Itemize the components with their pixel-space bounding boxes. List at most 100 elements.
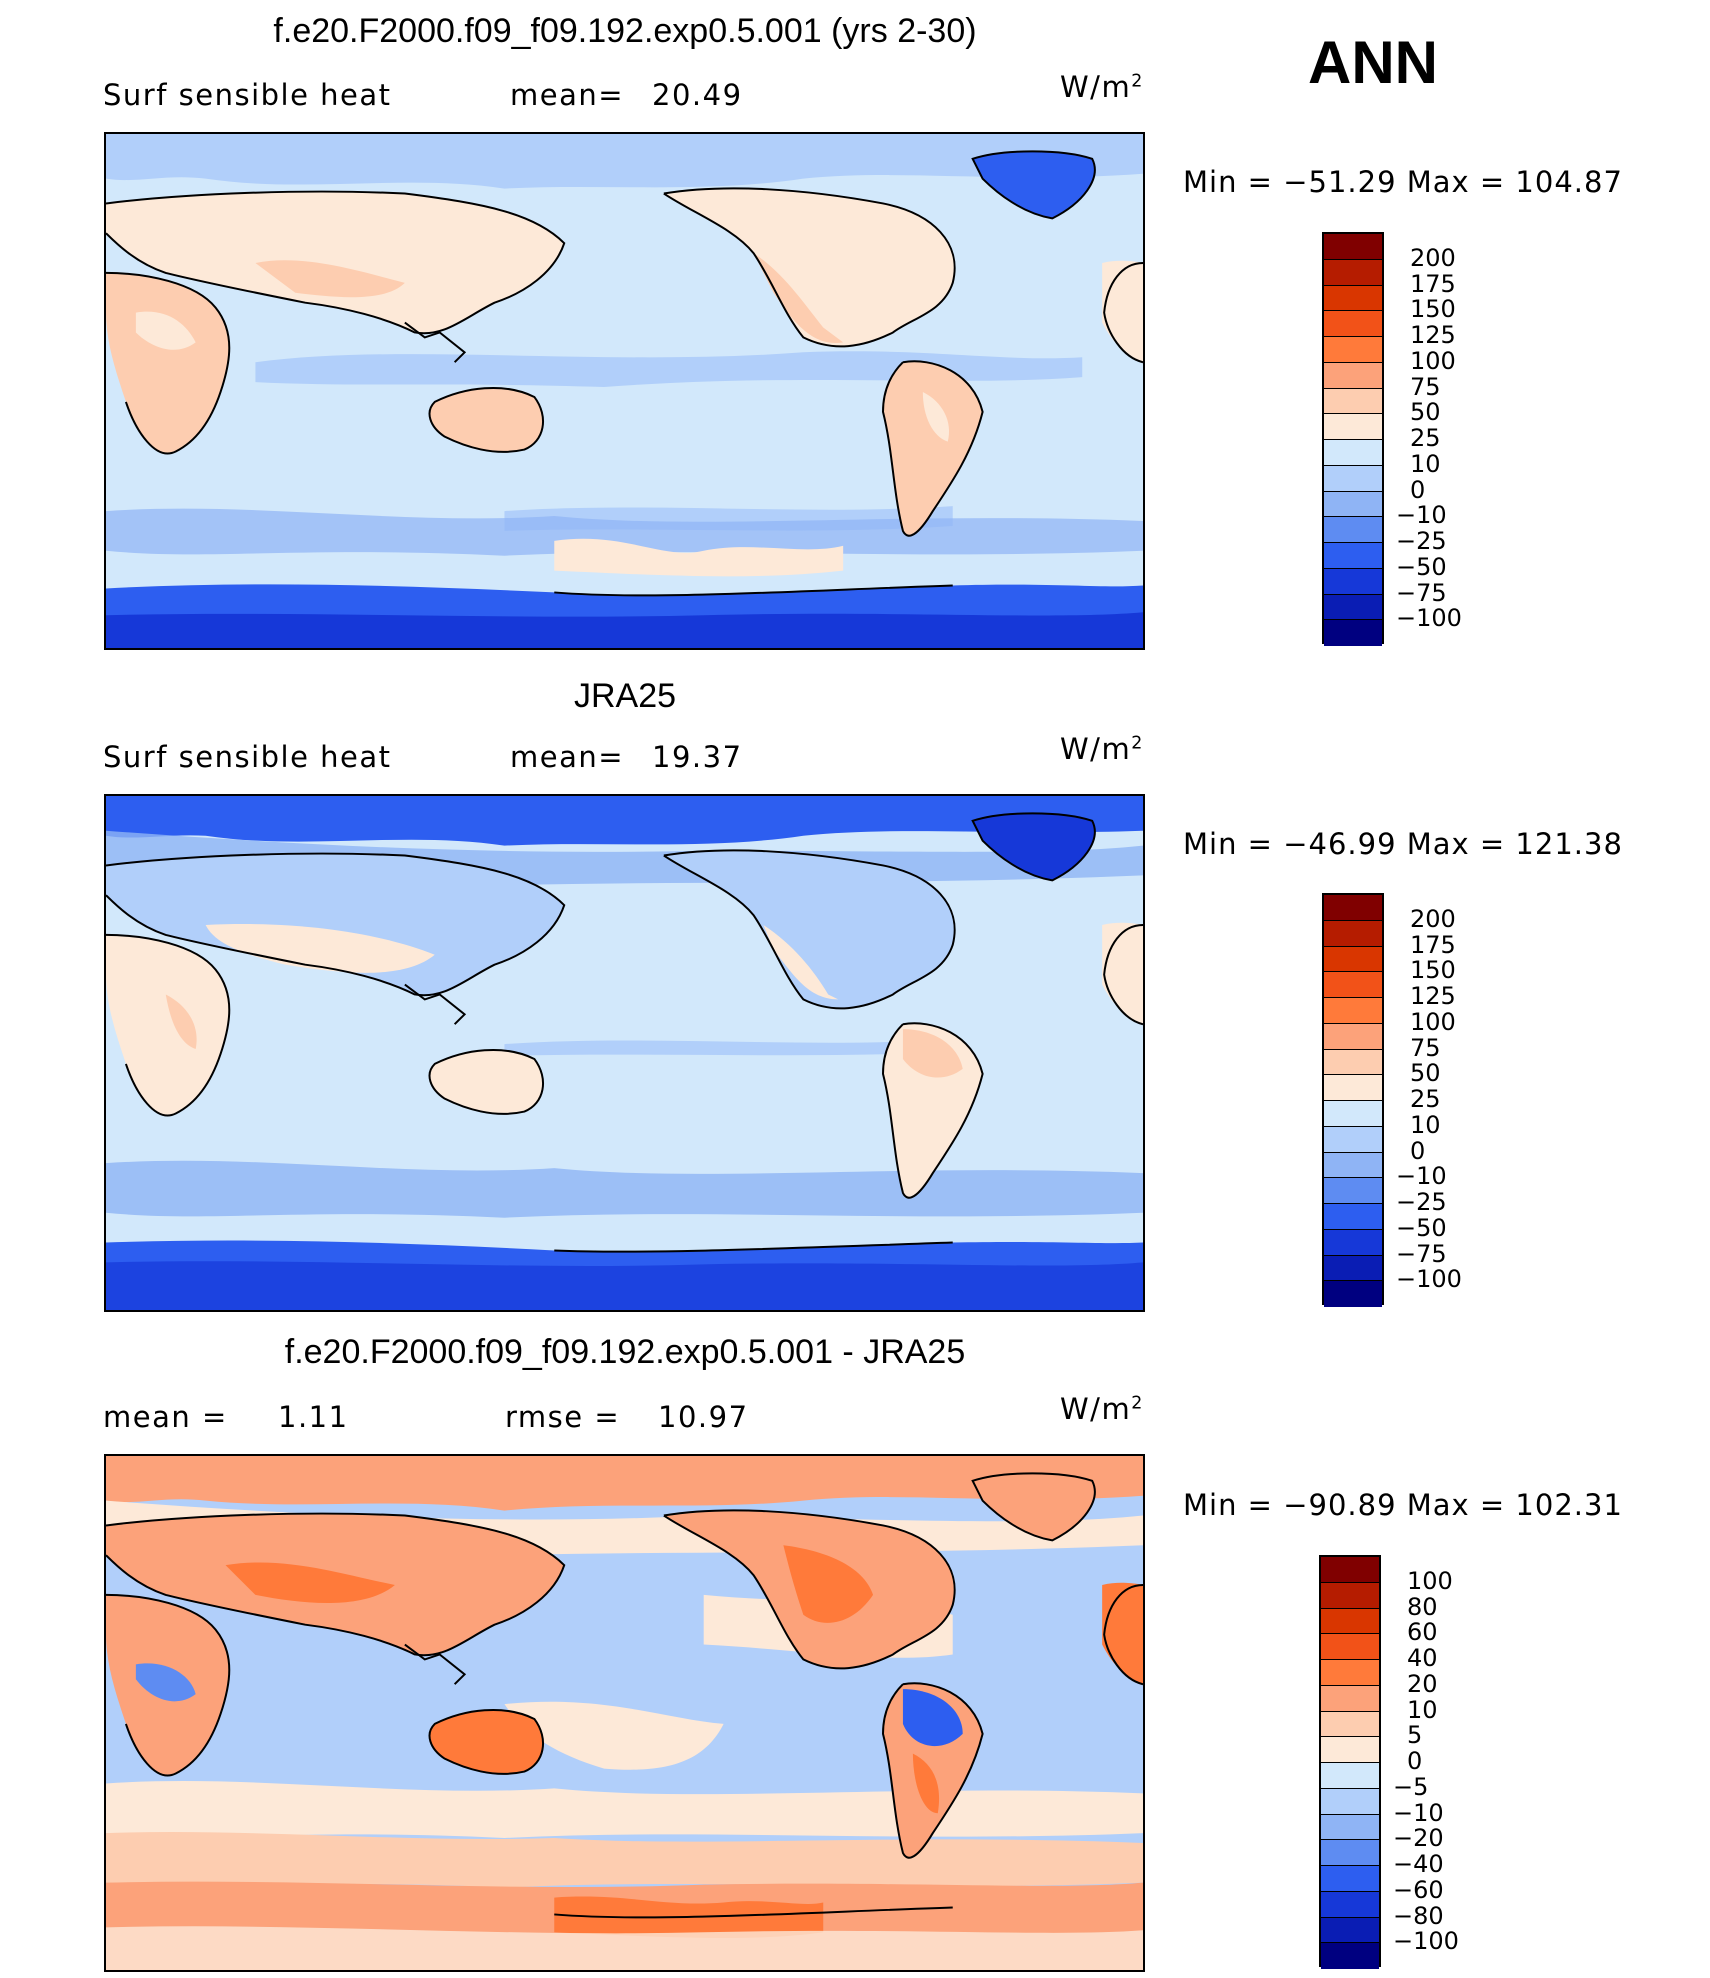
colorbar-label: 150	[1410, 295, 1456, 324]
panel1-units-sup: 2	[1131, 71, 1144, 92]
colorbar-segment	[1321, 1840, 1379, 1866]
colorbar-label: −40	[1393, 1850, 1444, 1878]
colorbar-label: 5	[1407, 1721, 1423, 1750]
colorbar-label: −75	[1396, 1239, 1447, 1268]
colorbar-segment	[1324, 465, 1382, 492]
panel2-minmax: Min = −46.99 Max = 121.38	[1183, 827, 1623, 861]
colorbar-segment	[1321, 1814, 1379, 1841]
colorbar-label: −80	[1393, 1901, 1444, 1930]
colorbar-segment	[1324, 1281, 1382, 1307]
colorbar-segment	[1321, 1685, 1379, 1712]
colorbar-segment	[1321, 1763, 1379, 1789]
colorbar-label: 25	[1410, 424, 1441, 452]
colorbar-label: −20	[1393, 1824, 1444, 1853]
colorbar-segment	[1324, 594, 1382, 621]
colorbar-label: −10	[1393, 1798, 1444, 1827]
colorbar-label: 0	[1410, 475, 1426, 504]
colorbar-segment	[1321, 1557, 1379, 1583]
colorbar-segment	[1324, 1023, 1382, 1050]
panel2-mean-value: 19.37	[652, 740, 743, 774]
panel1-title: f.e20.F2000.f09_f09.192.exp0.5.001 (yrs …	[273, 12, 977, 50]
panel3-units-base: W/m	[1060, 1392, 1132, 1426]
colorbar-segment	[1324, 234, 1382, 260]
colorbar-label: 50	[1410, 1059, 1441, 1088]
panel3-mean-label: mean =	[103, 1400, 228, 1434]
colorbar-label: 50	[1410, 398, 1441, 427]
colorbar-label: −100	[1396, 604, 1462, 633]
colorbar-label: −60	[1393, 1875, 1444, 1904]
colorbar-segment	[1321, 1660, 1379, 1686]
colorbar-segment	[1321, 1737, 1379, 1763]
colorbar-segment	[1324, 1126, 1382, 1153]
colorbar-label: −25	[1396, 527, 1447, 555]
colorbar-label: 125	[1410, 321, 1456, 349]
colorbar-segment	[1321, 1582, 1379, 1609]
colorbar-segment	[1321, 1943, 1379, 1969]
panel3-mean-value: 1.11	[278, 1400, 349, 1434]
panel1-units: W/m2	[1060, 70, 1144, 104]
panel2-units-sup: 2	[1131, 733, 1144, 754]
colorbar-segment	[1324, 1178, 1382, 1204]
panel3-map-svg	[106, 1456, 1143, 1970]
panel2-variable-label: Surf sensible heat	[103, 740, 392, 774]
colorbar-segment	[1321, 1917, 1379, 1944]
panel3-units: W/m2	[1060, 1392, 1144, 1426]
colorbar-label: 175	[1410, 269, 1456, 298]
panel2-mean-label: mean=	[510, 740, 625, 774]
colorbar-label: 100	[1410, 1007, 1456, 1036]
colorbar-segment	[1321, 1711, 1379, 1738]
panel1-units-base: W/m	[1060, 70, 1132, 104]
colorbar-label: −5	[1393, 1772, 1429, 1801]
colorbar-segment	[1321, 1788, 1379, 1815]
colorbar-segment	[1324, 895, 1382, 921]
panel3-map	[104, 1454, 1145, 1972]
colorbar-label: 0	[1407, 1747, 1423, 1775]
colorbar-label: 100	[1407, 1566, 1453, 1595]
colorbar-segment	[1321, 1866, 1379, 1892]
colorbar-segment	[1324, 1229, 1382, 1256]
panel1-colorbar	[1322, 232, 1384, 646]
panel1-map	[104, 132, 1145, 650]
colorbar-label: 0	[1410, 1136, 1426, 1165]
panel2-map-svg	[106, 796, 1143, 1310]
panel1-mean-label: mean=	[510, 78, 625, 112]
colorbar-segment	[1321, 1891, 1379, 1918]
colorbar-label: −50	[1396, 1213, 1447, 1242]
panel1-map-svg	[106, 134, 1143, 648]
colorbar-segment	[1324, 414, 1382, 440]
colorbar-label: 200	[1410, 904, 1456, 933]
colorbar-label: 75	[1410, 372, 1441, 401]
colorbar-segment	[1321, 1608, 1379, 1635]
colorbar-label: 10	[1410, 449, 1441, 478]
colorbar-segment	[1321, 1634, 1379, 1660]
colorbar-segment	[1324, 311, 1382, 337]
season-label: ANN	[1308, 29, 1438, 96]
panel1-variable-label: Surf sensible heat	[103, 78, 392, 112]
colorbar-segment	[1324, 1075, 1382, 1101]
colorbar-label: 80	[1407, 1592, 1438, 1621]
colorbar-label: 175	[1410, 930, 1456, 959]
panel3-colorbar	[1319, 1555, 1381, 1969]
colorbar-segment	[1324, 543, 1382, 569]
colorbar-label: 75	[1410, 1033, 1441, 1062]
colorbar-label: −10	[1396, 1162, 1447, 1191]
colorbar-segment	[1324, 920, 1382, 947]
colorbar-label: 150	[1410, 956, 1456, 985]
panel2-units: W/m2	[1060, 732, 1144, 766]
colorbar-label: −50	[1396, 552, 1447, 581]
colorbar-label: 125	[1410, 982, 1456, 1010]
colorbar-label: 60	[1407, 1618, 1438, 1647]
colorbar-label: 10	[1407, 1695, 1438, 1724]
colorbar-label: 25	[1410, 1085, 1441, 1113]
panel2-map	[104, 794, 1145, 1312]
panel3-rmse-value: 10.97	[658, 1400, 749, 1434]
colorbar-label: −10	[1396, 501, 1447, 530]
colorbar-label: 40	[1407, 1644, 1438, 1672]
colorbar-segment	[1324, 1101, 1382, 1127]
panel2-title: JRA25	[573, 677, 677, 715]
colorbar-segment	[1324, 517, 1382, 543]
panel3-minmax: Min = −90.89 Max = 102.31	[1183, 1488, 1623, 1522]
panel1-minmax: Min = −51.29 Max = 104.87	[1183, 165, 1623, 199]
panel2-units-base: W/m	[1060, 732, 1132, 766]
panel1-mean-value: 20.49	[652, 78, 743, 112]
